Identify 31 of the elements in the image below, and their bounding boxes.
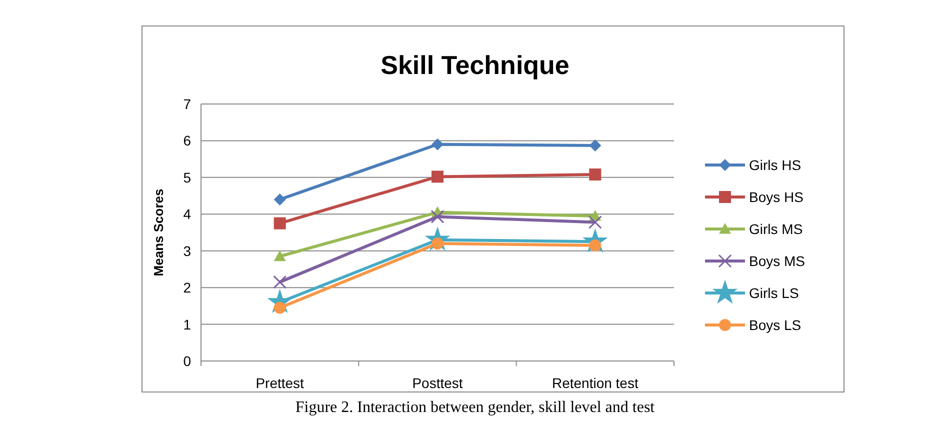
y-tick-label: 2 bbox=[183, 280, 192, 296]
legend-label: Boys LS bbox=[749, 317, 802, 333]
legend-label: Boys HS bbox=[749, 189, 804, 205]
legend-label: Girls MS bbox=[749, 221, 803, 237]
caption: Figure 2. Interaction between gender, skill level and test bbox=[295, 399, 656, 416]
point bbox=[273, 275, 287, 289]
x-tick-label: Posttest bbox=[412, 375, 463, 391]
y-tick-label: 7 bbox=[183, 96, 192, 112]
point bbox=[274, 302, 286, 314]
chart-title: Skill Technique bbox=[380, 50, 570, 80]
y-tick-label: 4 bbox=[183, 206, 192, 222]
y-axis-title: Means Scores bbox=[151, 188, 166, 276]
point bbox=[589, 168, 602, 180]
x-tick-label: Retention test bbox=[552, 375, 638, 391]
x-tick-label: Prettest bbox=[256, 375, 304, 391]
point bbox=[432, 138, 444, 150]
legend-label: Girls HS bbox=[749, 157, 802, 173]
y-tick-label: 5 bbox=[183, 169, 192, 186]
point bbox=[274, 193, 286, 206]
point bbox=[274, 250, 286, 262]
point bbox=[430, 210, 444, 224]
y-tick-label: 6 bbox=[183, 132, 192, 149]
legend-label: Boys MS bbox=[749, 253, 806, 269]
y-tick-label: 0 bbox=[183, 353, 192, 369]
y-tick-label: 3 bbox=[183, 242, 192, 259]
legend-label: Girls LS bbox=[749, 285, 799, 301]
point bbox=[274, 217, 286, 230]
point bbox=[432, 170, 444, 183]
y-tick-label: 1 bbox=[183, 316, 192, 332]
point bbox=[589, 139, 602, 152]
point bbox=[588, 215, 602, 229]
